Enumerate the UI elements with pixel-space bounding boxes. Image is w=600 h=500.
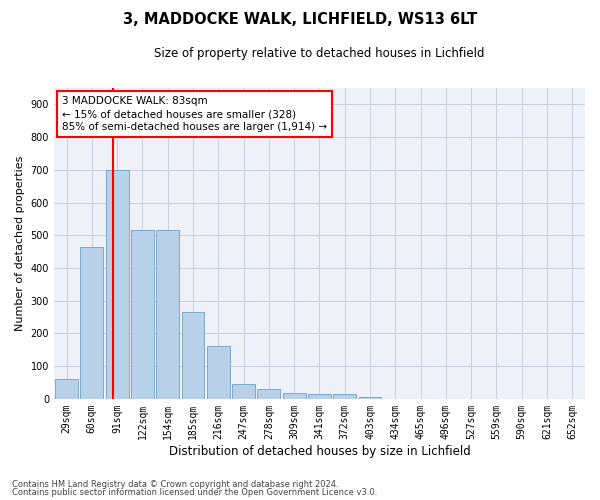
Y-axis label: Number of detached properties: Number of detached properties <box>15 156 25 331</box>
Text: Contains public sector information licensed under the Open Government Licence v3: Contains public sector information licen… <box>12 488 377 497</box>
Title: Size of property relative to detached houses in Lichfield: Size of property relative to detached ho… <box>154 48 485 60</box>
Bar <box>359 396 382 399</box>
Bar <box>207 346 230 399</box>
Bar <box>182 312 205 399</box>
Bar <box>334 394 356 399</box>
Text: Contains HM Land Registry data © Crown copyright and database right 2024.: Contains HM Land Registry data © Crown c… <box>12 480 338 489</box>
Bar <box>257 389 280 399</box>
Bar <box>106 170 128 399</box>
Bar <box>232 384 255 399</box>
X-axis label: Distribution of detached houses by size in Lichfield: Distribution of detached houses by size … <box>169 444 470 458</box>
Bar <box>80 246 103 399</box>
Bar <box>283 394 305 399</box>
Bar <box>308 394 331 399</box>
Bar <box>157 230 179 399</box>
Bar <box>131 230 154 399</box>
Bar <box>55 379 78 399</box>
Text: 3, MADDOCKE WALK, LICHFIELD, WS13 6LT: 3, MADDOCKE WALK, LICHFIELD, WS13 6LT <box>123 12 477 28</box>
Text: 3 MADDOCKE WALK: 83sqm
← 15% of detached houses are smaller (328)
85% of semi-de: 3 MADDOCKE WALK: 83sqm ← 15% of detached… <box>62 96 327 132</box>
